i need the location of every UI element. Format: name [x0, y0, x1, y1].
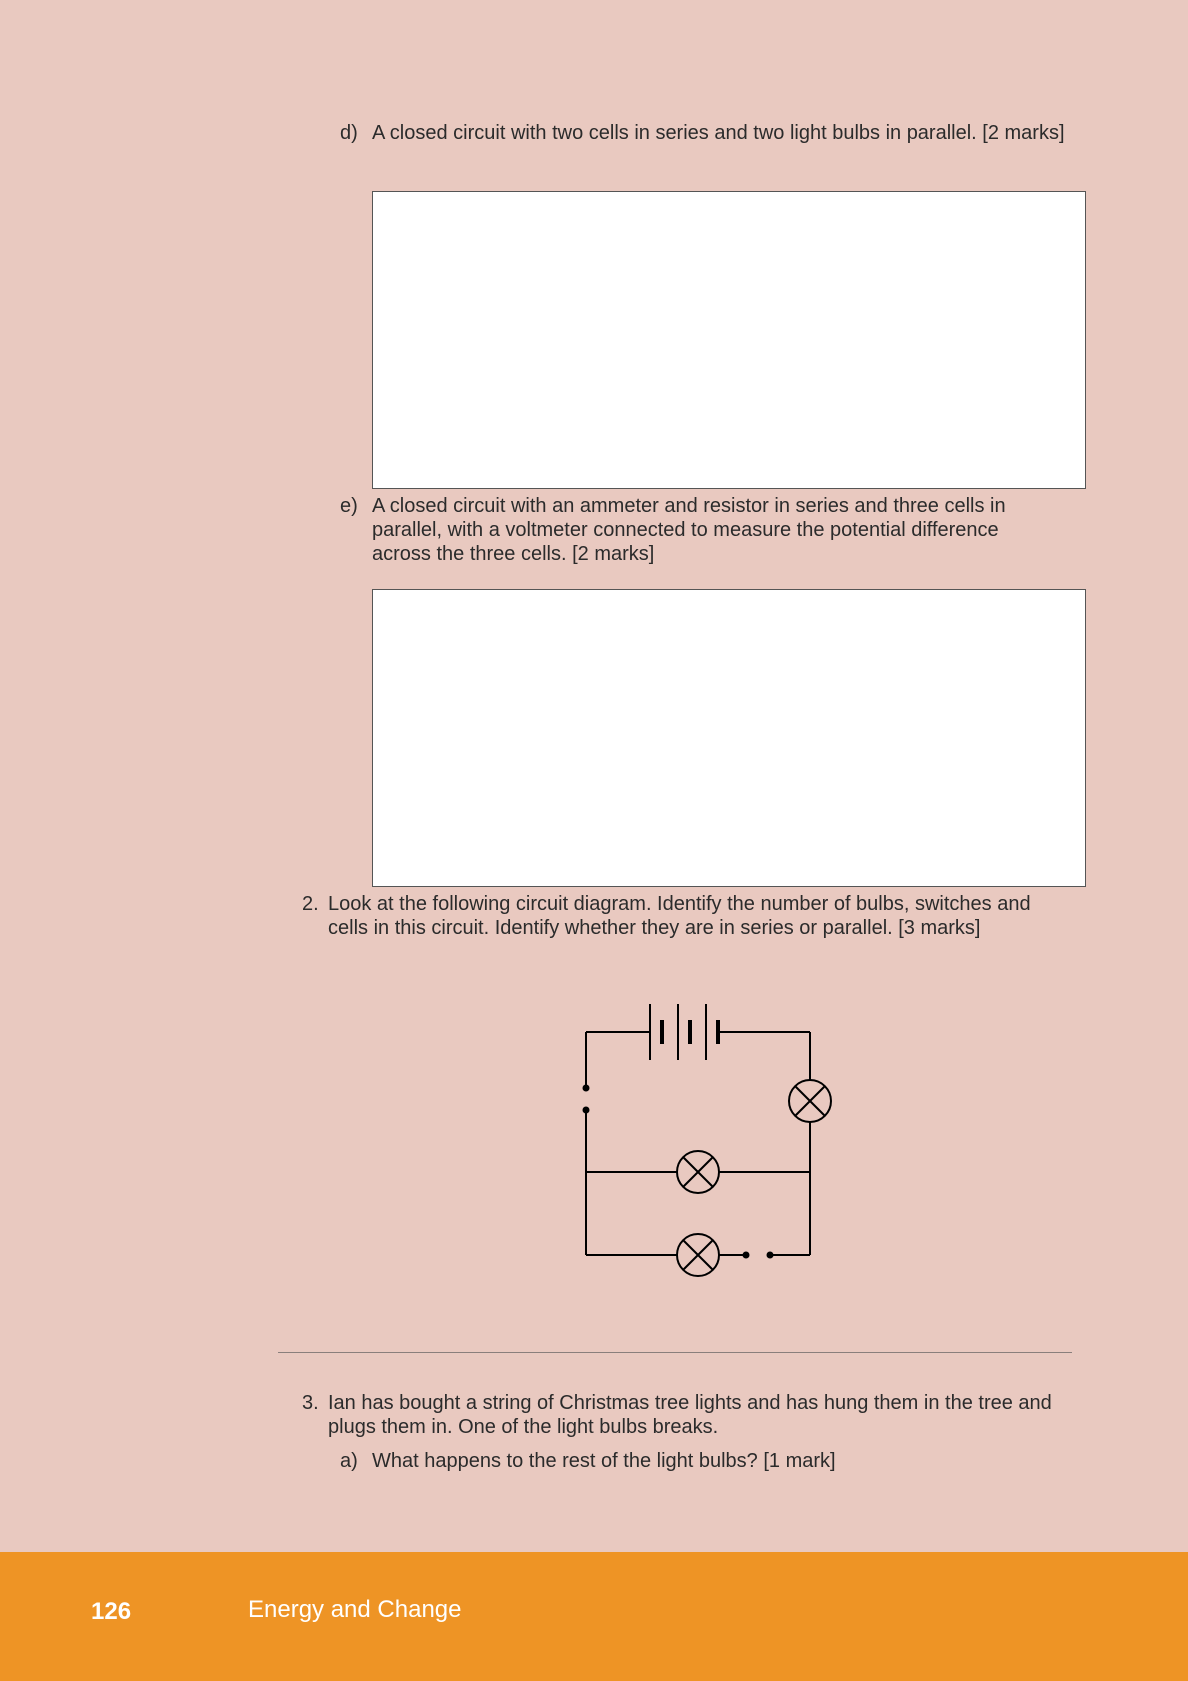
bulb-bottom-icon: [676, 1233, 720, 1277]
question-1d-label: d): [340, 122, 358, 144]
page-footer: 126 Energy and Change: [0, 1552, 1188, 1681]
cell-battery-icon: [649, 1004, 720, 1060]
question-3a-label: a): [340, 1450, 358, 1472]
question-1e-label: e): [340, 495, 358, 517]
question-2-label: 2.: [302, 893, 319, 915]
question-1e-text: A closed circuit with an ammeter and res…: [372, 495, 1006, 565]
question-3-label: 3.: [302, 1392, 319, 1414]
section-divider: [278, 1352, 1072, 1353]
question-3a-text: What happens to the rest of the light bu…: [372, 1450, 836, 1472]
switch-open-bottom-icon: [742, 1251, 774, 1259]
page-number: 126: [91, 1598, 132, 1625]
question-3-text: Ian has bought a string of Christmas tre…: [328, 1392, 1052, 1438]
answer-box-1e[interactable]: [372, 589, 1086, 887]
circuit-diagram: [582, 1004, 832, 1277]
bulb-middle-icon: [676, 1150, 720, 1194]
question-1d-text: A closed circuit with two cells in serie…: [372, 122, 1065, 144]
chapter-title: Energy and Change: [248, 1596, 462, 1623]
question-2-text: Look at the following circuit diagram. I…: [328, 893, 1031, 939]
answer-box-1d[interactable]: [372, 191, 1086, 489]
bulb-right-icon: [788, 1079, 832, 1123]
switch-open-icon: [582, 1084, 590, 1114]
